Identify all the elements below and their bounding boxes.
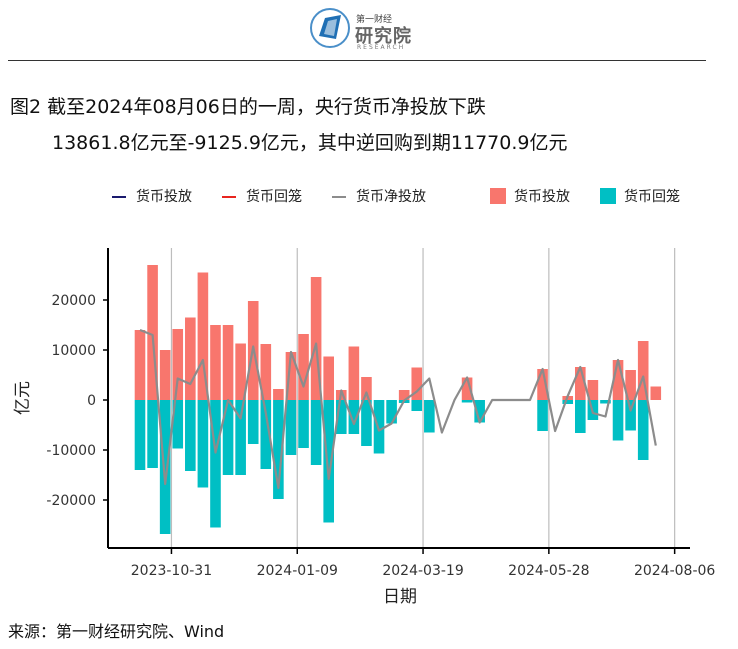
- chart-title-line2: 13861.8亿元至-9125.9亿元，其中逆回购到期11770.9亿元: [52, 132, 568, 154]
- logo-text-big: 研究院: [355, 26, 412, 47]
- bar-supply: [235, 343, 246, 400]
- bar-withdraw: [159, 400, 171, 534]
- chart-title-line1: 图2 截至2024年08月06日的一周，央行货币净投放下跌: [10, 96, 486, 118]
- series-line-net: [139, 328, 657, 490]
- bar-withdraw: [235, 400, 246, 475]
- legend-label: 货币净投放: [356, 189, 426, 205]
- bar-withdraw: [323, 400, 334, 523]
- x-tick-label: 2024-05-28: [508, 563, 589, 579]
- header-divider: [8, 60, 706, 61]
- bar-withdraw: [273, 400, 284, 499]
- bar-withdraw: [147, 400, 158, 468]
- bar-supply: [172, 329, 184, 400]
- bar-supply: [348, 346, 360, 400]
- bar-supply: [260, 344, 272, 400]
- bar-withdraw: [600, 400, 611, 404]
- bar-supply: [587, 380, 599, 400]
- bar-withdraw: [575, 400, 586, 433]
- bar-withdraw: [285, 400, 297, 455]
- x-tick-label: 2023-10-31: [131, 563, 212, 579]
- legend-swatch: [112, 196, 126, 198]
- bar-withdraw: [172, 400, 184, 449]
- logo-mark-icon: [310, 8, 350, 48]
- bar-supply: [323, 356, 334, 400]
- legend-swatch: [222, 196, 236, 198]
- source-note: 来源：第一财经研究院、Wind: [8, 622, 225, 641]
- bar-withdraw: [474, 400, 485, 423]
- bar-supply: [222, 325, 234, 400]
- bar-supply: [197, 272, 209, 400]
- bar-supply: [461, 377, 473, 400]
- bar-withdraw: [637, 400, 649, 460]
- bar-withdraw: [134, 400, 146, 470]
- y-tick-label: 20000: [51, 293, 96, 309]
- bar-withdraw: [335, 400, 347, 434]
- bar-supply: [159, 350, 171, 400]
- bar-supply: [411, 367, 423, 400]
- bar-supply: [625, 370, 636, 400]
- legend-label: 货币投放: [514, 189, 570, 205]
- bar-supply: [273, 389, 284, 400]
- legend-swatch: [332, 196, 346, 198]
- logo-text-small: 第一财经: [356, 15, 393, 25]
- bar-supply: [298, 334, 309, 400]
- bar-withdraw: [411, 400, 423, 411]
- bar-supply: [147, 265, 158, 400]
- bar-withdraw: [424, 400, 435, 433]
- bar-withdraw: [185, 400, 196, 471]
- logo-text-en: RESEARCH: [357, 44, 406, 51]
- bar-withdraw: [612, 400, 624, 441]
- bar-supply: [361, 377, 372, 400]
- x-tick-label: 2024-01-09: [257, 563, 338, 579]
- bar-withdraw: [298, 400, 309, 448]
- legend-swatch: [600, 188, 616, 204]
- bar-withdraw: [537, 400, 548, 431]
- y-tick-label: -10000: [46, 443, 96, 459]
- x-tick-label: 2024-08-06: [634, 563, 715, 579]
- bar-withdraw: [625, 400, 636, 431]
- bar-supply: [210, 325, 221, 400]
- bar-supply: [537, 369, 548, 400]
- x-axis-title: 日期: [383, 587, 417, 607]
- bar-withdraw: [562, 400, 574, 404]
- y-tick-label: -20000: [46, 493, 96, 509]
- bar-supply: [637, 341, 649, 400]
- logo: 第一财经 研究院 RESEARCH: [308, 6, 418, 54]
- bar-supply: [575, 367, 586, 400]
- bar-withdraw: [373, 400, 385, 454]
- bar-withdraw: [461, 400, 473, 403]
- y-axis-title: 亿元: [13, 381, 33, 415]
- y-tick-label: 0: [87, 393, 96, 409]
- bar-supply: [612, 360, 624, 400]
- legend-label: 货币回笼: [624, 189, 680, 205]
- bar-supply: [650, 386, 662, 400]
- x-tick-label: 2024-03-19: [382, 563, 463, 579]
- bar-withdraw: [386, 400, 397, 424]
- bar-withdraw: [197, 400, 209, 488]
- legend-swatch: [490, 188, 506, 204]
- legend-label: 货币回笼: [246, 189, 302, 205]
- bar-supply: [285, 352, 297, 400]
- y-tick-label: 10000: [51, 343, 96, 359]
- bar-withdraw: [310, 400, 322, 465]
- bar-withdraw: [361, 400, 372, 446]
- bar-supply: [310, 277, 322, 400]
- bar-withdraw: [348, 400, 360, 434]
- bar-supply: [185, 317, 196, 400]
- bar-supply: [134, 330, 146, 400]
- legend-label: 货币投放: [136, 189, 192, 205]
- bar-withdraw: [210, 400, 221, 528]
- bar-withdraw: [260, 400, 272, 469]
- bar-withdraw: [222, 400, 234, 475]
- bar-withdraw: [247, 400, 259, 444]
- bar-supply: [398, 390, 410, 400]
- legend: 货币投放 货币回笼 货币净投放 货币投放 货币回笼: [0, 186, 738, 210]
